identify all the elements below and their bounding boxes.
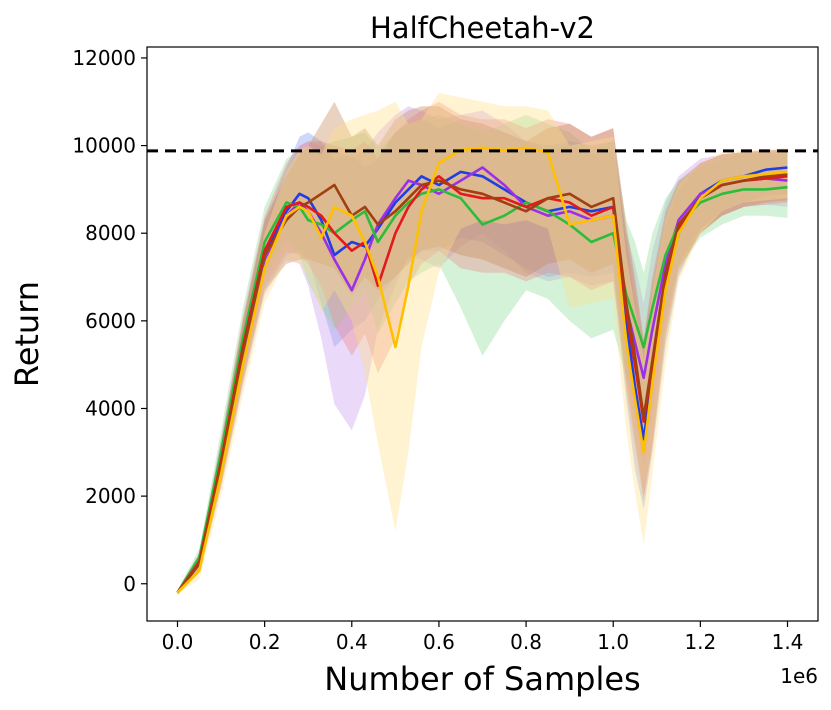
x-tick-label: 0.8: [510, 630, 542, 654]
series-6-line: [176, 146, 788, 594]
y-tick-label: 4000: [85, 396, 136, 420]
x-tick-label: 0.6: [423, 630, 455, 654]
y-tick-label: 2000: [85, 484, 136, 508]
y-tick-label: 6000: [85, 309, 136, 333]
y-axis-ticks: 0 2000 4000 6000 8000 10000 12000: [72, 46, 147, 596]
x-tick-label: 0.4: [336, 630, 368, 654]
chart-title: HalfCheetah-v2: [370, 11, 595, 45]
series-lines: [176, 146, 788, 594]
y-tick-label: 12000: [72, 46, 136, 70]
x-tick-label: 0.0: [162, 630, 194, 654]
series-1-band: [177, 119, 788, 595]
y-tick-label: 8000: [85, 221, 136, 245]
x-tick-label: 1.0: [597, 630, 629, 654]
x-tick-label: 0.2: [249, 630, 281, 654]
y-tick-label: 0: [123, 572, 136, 596]
series-4-band: [177, 101, 788, 595]
series-5-band: [177, 101, 788, 595]
series-3-line: [176, 185, 788, 594]
x-tick-label: 1.4: [772, 630, 804, 654]
plot-frame: [146, 46, 819, 622]
series-2-line: [176, 166, 788, 594]
series-3-band: [177, 114, 788, 595]
y-axis-label: Return: [8, 281, 46, 387]
y-tick-label: 10000: [72, 134, 136, 158]
x-tick-label: 1.2: [684, 630, 716, 654]
x-axis-ticks: 0.0 0.2 0.4 0.6 0.8 1.0 1.2 1.4: [162, 621, 804, 654]
x-axis-offset-label: 1e6: [780, 664, 818, 688]
x-axis-label: Number of Samples: [324, 660, 640, 698]
